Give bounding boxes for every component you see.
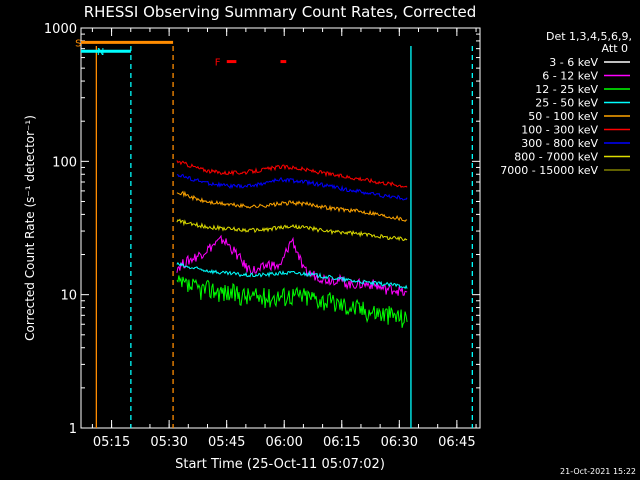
x-tick-label: 05:45 [208,435,245,450]
legend-label: 3 - 6 keV [549,56,598,69]
series-line-4 [176,190,408,222]
x-tick-label: 05:30 [150,435,187,450]
x-tick-label: 06:15 [323,435,360,450]
series-line-7 [176,218,408,242]
y-tick-label: 1 [69,422,77,437]
y-axis-label: Corrected Count Rate (s⁻¹ detector⁻¹) [23,115,37,341]
footer-timestamp: 21-Oct-2021 15:22 [560,467,636,476]
x-tick-label: 06:00 [265,435,302,450]
flag-label-f: F [215,58,221,69]
y-tick-label: 100 [52,155,77,170]
series-line-0 [176,211,408,272]
legend-label: 7000 - 15000 keV [500,164,598,177]
x-axis-label: Start Time (25-Oct-11 05:07:02) [175,457,385,472]
plot-frame [80,27,481,429]
series-line-1 [176,234,408,296]
y-tick-label: 10 [60,289,77,304]
series-line-6 [176,173,408,201]
series-line-2 [176,275,408,328]
legend-label: 100 - 300 keV [521,124,598,137]
x-tick-label: 06:30 [381,435,418,450]
series-line-3 [176,261,408,290]
legend-label: 25 - 50 keV [535,97,598,110]
legend-label: 6 - 12 keV [542,70,598,83]
flag-label-s: S [75,38,81,49]
legend-header-line2: Att 0 [602,42,628,55]
chart-title: RHESSI Observing Summary Count Rates, Co… [84,3,477,21]
y-tick-label: 1000 [44,22,77,37]
legend-label: 800 - 7000 keV [514,151,598,164]
legend-header-line1: Det 1,3,4,5,6,9, [546,30,632,43]
legend-label: 12 - 25 keV [535,83,598,96]
legend-label: 300 - 800 keV [521,137,598,150]
flag-label-n: N [97,47,104,58]
series-line-5 [176,160,408,188]
legend-label: 50 - 100 keV [528,110,598,123]
x-tick-label: 06:45 [438,435,475,450]
x-tick-label: 05:15 [93,435,130,450]
